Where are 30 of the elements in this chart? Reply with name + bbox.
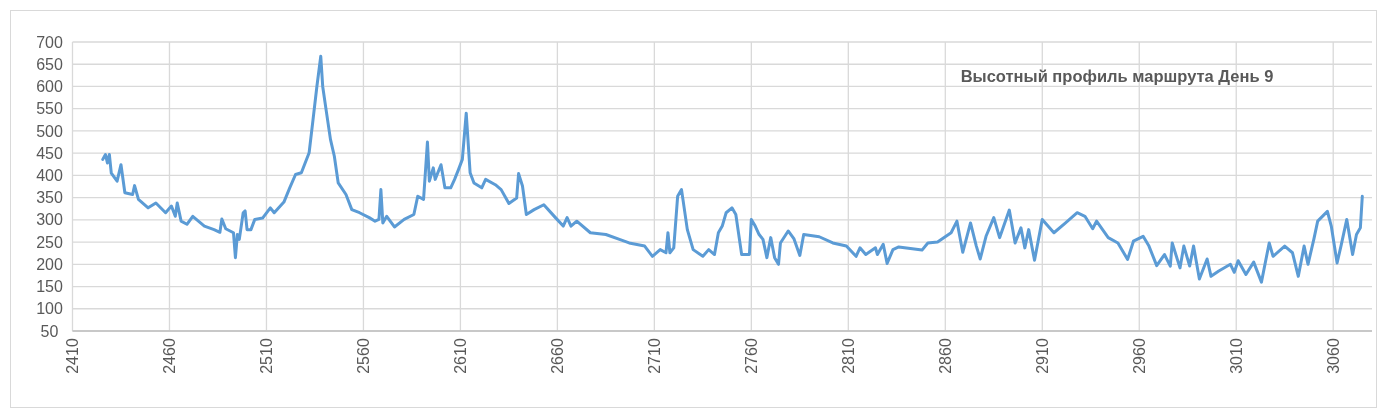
x-tick-label: 3010 [1227,338,1245,374]
y-tick-label: 350 [36,189,63,207]
y-tick-label: 550 [36,100,63,118]
x-tick-label: 2660 [548,338,566,374]
x-tick-label: 2960 [1130,338,1148,374]
x-tick-label: 2810 [839,338,857,374]
y-tick-label: 400 [36,166,63,184]
x-tick-label: 2610 [452,338,470,374]
x-tick-label: 2560 [355,338,373,374]
y-tick-label: 300 [36,211,63,229]
y-tick-label: 500 [36,122,63,140]
y-tick-label: 200 [36,255,63,273]
y-tick-label: 700 [36,33,63,51]
y-tick-label: 150 [36,278,63,296]
x-tick-label: 3060 [1324,338,1342,374]
x-tick-label: 2460 [161,338,179,374]
x-tick-label: 2410 [64,338,82,374]
y-tick-label: 450 [36,144,63,162]
x-tick-label: 2710 [645,338,663,374]
x-tick-label: 2860 [936,338,954,374]
y-tick-label: 600 [36,78,63,96]
y-tick-label: 50 [40,322,59,340]
text: Высотный профиль маршрута День 9 [960,67,1274,85]
x-tick-label: 2910 [1033,338,1051,374]
line-series [101,54,1364,284]
x-tick-label: 2510 [258,338,276,374]
x-tick-label: 2760 [742,338,760,374]
y-tick-label: 100 [36,300,63,318]
y-tick-label: 650 [36,55,63,73]
y-tick-label: 250 [36,233,63,251]
